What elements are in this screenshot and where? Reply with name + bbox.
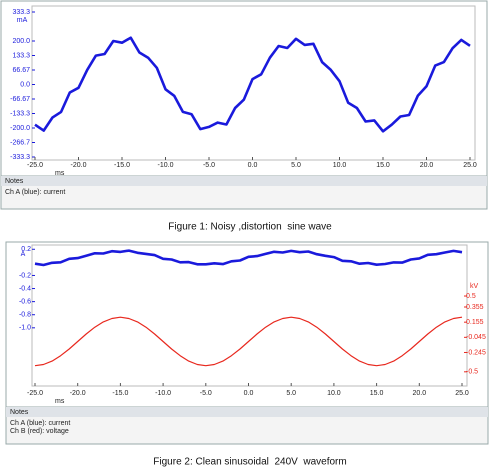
x-tick-label: -25.0: [27, 162, 43, 169]
y2-tick-label: 0.155: [466, 319, 484, 326]
y2-unit: kV: [470, 283, 479, 290]
x-tick-label: -20.0: [70, 390, 86, 397]
y-tick-label: -266.7: [10, 139, 30, 146]
y-tick-label: 133.3: [12, 52, 30, 59]
y-tick-label: 0.2: [21, 246, 31, 253]
y2-tick-label: -0.045: [466, 334, 486, 341]
notes-header: [6, 407, 488, 417]
y-tick-label: -333.3: [10, 154, 30, 161]
y-tick-label: -0.6: [19, 298, 31, 305]
x-unit: ms: [55, 398, 65, 405]
x-tick-label: 15.0: [370, 390, 384, 397]
x-tick-label: -15.0: [114, 162, 130, 169]
series-line: [34, 36, 471, 133]
x-tick-label: -25.0: [27, 390, 43, 397]
x-tick-label: -10.0: [155, 390, 171, 397]
y-tick-label: -200.0: [10, 125, 30, 132]
x-tick-label: 5.0: [291, 162, 301, 169]
x-tick-label: 0.0: [244, 390, 254, 397]
y2-tick-label: -0.245: [466, 349, 486, 356]
x-tick-label: -10.0: [158, 162, 174, 169]
x-tick-label: -5.0: [203, 162, 215, 169]
y-tick-label: -0.4: [19, 285, 31, 292]
y-unit: A: [21, 251, 26, 258]
plot-area: [31, 244, 468, 387]
x-tick-label: 15.0: [376, 162, 390, 169]
y-tick-label: -133.3: [10, 110, 30, 117]
note: Ch A (blue): current: [5, 189, 65, 196]
x-tick-label: 25.0: [463, 162, 477, 169]
x-tick-label: 10.0: [327, 390, 341, 397]
notes-title: Notes: [10, 409, 29, 416]
notes-title: Notes: [5, 178, 24, 185]
x-tick-label: 25.0: [455, 390, 469, 397]
y2-tick-label: 0.355: [466, 304, 484, 311]
y-tick-label: 0.0: [20, 81, 30, 88]
x-tick-label: 5.0: [286, 390, 296, 397]
figure-caption: Figure 1: Noisy ,distortion sine wave: [168, 222, 332, 233]
notes-header: [1, 176, 487, 186]
note: Ch A (blue): current: [10, 420, 70, 427]
x-tick-label: 0.0: [248, 162, 258, 169]
series-line: [34, 249, 463, 267]
x-tick-label: -20.0: [71, 162, 87, 169]
x-tick-label: 20.0: [420, 162, 434, 169]
x-tick-label: 10.0: [333, 162, 347, 169]
x-tick-label: -5.0: [200, 390, 212, 397]
x-unit: ms: [55, 170, 65, 177]
y-tick-label: -0.2: [19, 272, 31, 279]
series-line: [34, 316, 463, 367]
y-tick-label: -66.67: [10, 96, 30, 103]
plot-area: [31, 5, 476, 161]
y-tick-label: -0.8: [19, 312, 31, 319]
x-tick-label: -15.0: [112, 390, 128, 397]
y-tick-label: 66.67: [12, 67, 30, 74]
figure-frame: [0, 0, 488, 210]
x-tick-label: 20.0: [412, 390, 426, 397]
y2-tick-label: 0.5: [466, 293, 476, 300]
y2-tick-label: -0.5: [466, 369, 478, 376]
note: Ch B (red): voltage: [10, 428, 69, 435]
y-tick-label: 333.3: [12, 9, 30, 16]
y-tick-label: 200.0: [12, 38, 30, 45]
figure-caption: Figure 2: Clean sinusoidal 240V waveform: [153, 457, 346, 468]
y-unit: mA: [17, 17, 28, 24]
y-tick-label: -1.0: [19, 325, 31, 332]
